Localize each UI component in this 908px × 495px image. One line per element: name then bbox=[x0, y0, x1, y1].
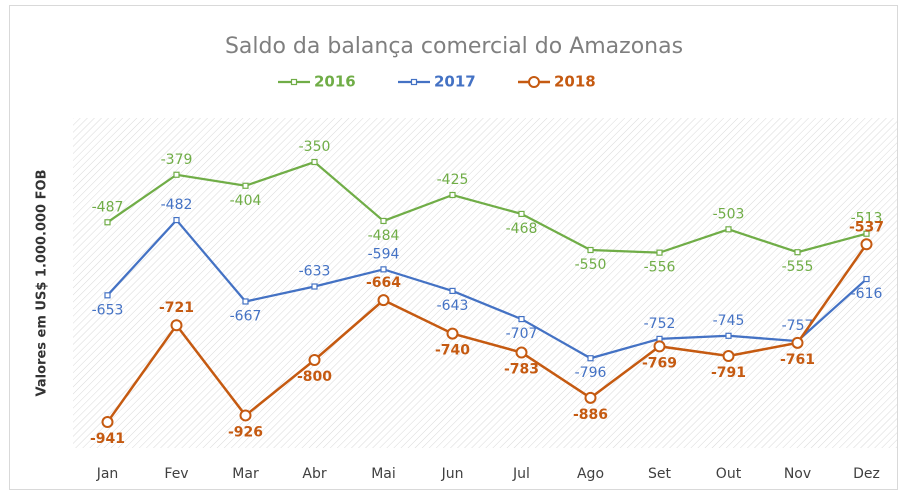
marker bbox=[173, 216, 180, 224]
marker bbox=[239, 409, 252, 422]
marker bbox=[860, 238, 873, 251]
data-label: -941 bbox=[90, 431, 125, 447]
y-axis-label: Valores em US$ 1.000.000 FOB bbox=[35, 170, 50, 397]
data-label: -707 bbox=[506, 326, 538, 342]
marker bbox=[311, 158, 318, 166]
x-tick-label: Mar bbox=[232, 466, 259, 482]
data-label: -482 bbox=[161, 197, 193, 213]
marker bbox=[380, 217, 387, 225]
data-label: -721 bbox=[159, 300, 194, 316]
data-label: -745 bbox=[713, 313, 745, 329]
marker bbox=[515, 346, 528, 359]
x-tick-label: Ago bbox=[577, 466, 604, 482]
marker bbox=[794, 249, 801, 256]
marker bbox=[449, 287, 456, 295]
data-label: -350 bbox=[299, 139, 331, 155]
data-label: -783 bbox=[504, 362, 539, 378]
marker bbox=[242, 182, 249, 189]
data-label: -555 bbox=[782, 259, 814, 275]
data-label: -487 bbox=[92, 199, 124, 215]
data-label: -769 bbox=[642, 355, 677, 371]
marker bbox=[791, 336, 804, 349]
marker bbox=[725, 332, 732, 339]
legend-marker bbox=[410, 78, 418, 86]
data-label: -643 bbox=[437, 298, 469, 314]
x-tick-label: Out bbox=[716, 466, 742, 482]
marker bbox=[101, 416, 114, 429]
data-label: -594 bbox=[368, 246, 400, 262]
data-label: -667 bbox=[230, 308, 262, 324]
marker bbox=[863, 275, 870, 283]
plot-area bbox=[73, 118, 897, 448]
legend-marker bbox=[290, 78, 298, 86]
data-label: -537 bbox=[849, 219, 884, 235]
marker bbox=[308, 354, 321, 366]
data-label: -616 bbox=[851, 286, 883, 302]
marker bbox=[380, 266, 387, 273]
series-line bbox=[106, 218, 868, 360]
marker bbox=[587, 246, 594, 254]
data-label: -664 bbox=[366, 275, 401, 291]
series-line bbox=[106, 243, 868, 423]
legend-label: 2017 bbox=[434, 73, 476, 91]
marker bbox=[170, 319, 183, 332]
data-label: -633 bbox=[299, 264, 331, 280]
x-tick-label: Abr bbox=[302, 466, 326, 482]
marker bbox=[722, 350, 735, 363]
marker bbox=[518, 315, 525, 323]
x-tick-label: Nov bbox=[784, 466, 811, 482]
marker bbox=[518, 210, 525, 218]
data-label: -556 bbox=[644, 260, 676, 276]
data-label: -886 bbox=[573, 407, 608, 423]
data-label: -468 bbox=[506, 221, 538, 237]
data-label: -550 bbox=[575, 257, 607, 273]
marker bbox=[653, 340, 666, 353]
data-label: -653 bbox=[92, 302, 124, 318]
data-label: -800 bbox=[297, 369, 332, 385]
data-label: -740 bbox=[435, 343, 470, 359]
chart-title: Saldo da balança comercial do Amazonas bbox=[225, 34, 683, 59]
series-line bbox=[106, 160, 867, 254]
x-tick-label: Jul bbox=[512, 466, 530, 482]
marker bbox=[311, 283, 318, 290]
marker bbox=[242, 298, 249, 305]
marker bbox=[104, 292, 111, 299]
x-tick-label: Jun bbox=[441, 466, 464, 482]
marker bbox=[449, 191, 456, 199]
data-label: -404 bbox=[230, 193, 262, 209]
legend-label: 2016 bbox=[314, 73, 356, 91]
data-label: -425 bbox=[437, 172, 469, 188]
marker bbox=[173, 171, 180, 178]
marker bbox=[584, 391, 597, 404]
data-label: -379 bbox=[161, 152, 193, 168]
data-label: -791 bbox=[711, 365, 746, 381]
marker bbox=[863, 230, 870, 237]
marker bbox=[725, 226, 732, 233]
data-label: -484 bbox=[368, 228, 400, 244]
marker bbox=[656, 249, 663, 256]
x-tick-label: Set bbox=[648, 466, 672, 482]
marker bbox=[104, 219, 111, 226]
marker bbox=[446, 327, 459, 340]
legend-marker bbox=[528, 76, 540, 88]
x-tick-label: Fev bbox=[164, 466, 188, 482]
legend-label: 2018 bbox=[554, 73, 596, 91]
marker bbox=[587, 355, 594, 362]
data-label: -513 bbox=[851, 211, 883, 227]
data-label: -503 bbox=[713, 206, 745, 222]
x-tick-label: Jan bbox=[96, 466, 119, 482]
marker bbox=[377, 294, 390, 307]
data-label: -926 bbox=[228, 424, 263, 440]
data-label: -752 bbox=[644, 316, 676, 332]
data-label: -761 bbox=[780, 352, 815, 368]
data-label: -796 bbox=[575, 365, 607, 381]
x-tick-label: Dez bbox=[853, 466, 880, 482]
x-tick-label: Mai bbox=[371, 466, 396, 482]
